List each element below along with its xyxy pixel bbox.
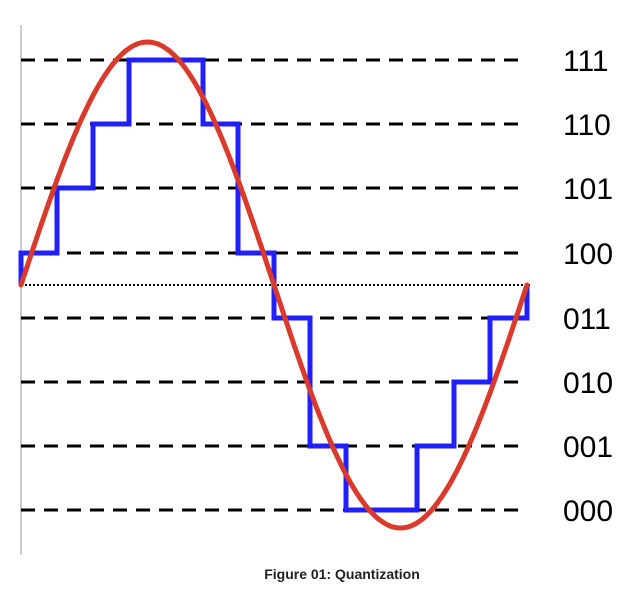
level-label-010: 010 (563, 367, 613, 400)
analog-sine-wave (18, 39, 530, 531)
level-label-000: 000 (563, 495, 613, 528)
level-label-101: 101 (563, 173, 613, 206)
level-label-001: 001 (563, 431, 613, 464)
quantization-diagram: 111 110 101 100 011 010 001 000 (18, 25, 613, 555)
level-labels: 111 110 101 100 011 010 001 000 (563, 45, 613, 528)
level-label-111: 111 (563, 45, 609, 78)
figure-caption: Figure 01: Quantization (264, 566, 420, 582)
level-label-100: 100 (563, 238, 613, 271)
level-label-110: 110 (563, 109, 611, 142)
level-label-011: 011 (563, 303, 611, 336)
